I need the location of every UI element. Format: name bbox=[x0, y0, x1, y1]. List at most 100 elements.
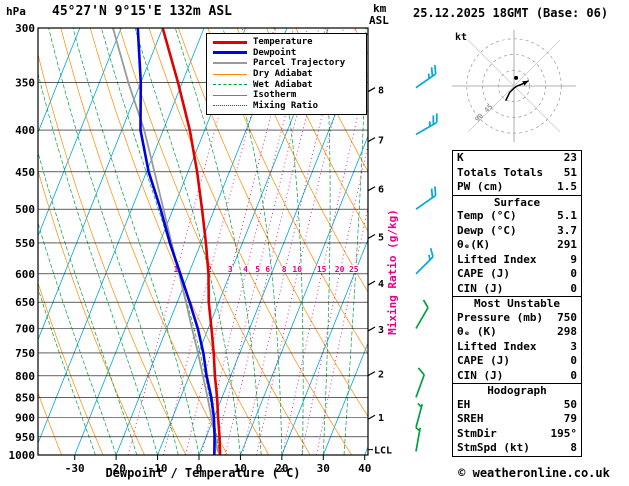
stat-label: SREH bbox=[457, 412, 484, 425]
km-tick-label: 7 bbox=[378, 136, 384, 147]
legend-label: Wet Adiabat bbox=[253, 79, 313, 90]
km-tick bbox=[367, 371, 376, 377]
lcl-label: LCL bbox=[374, 446, 392, 457]
pressure-tick-label: 650 bbox=[15, 296, 35, 309]
km-tick-label: 2 bbox=[378, 370, 384, 381]
stat-label: PW (cm) bbox=[457, 180, 504, 193]
km-tick-label: 1 bbox=[378, 413, 384, 424]
stat-row: Pressure (mb) 750 bbox=[453, 311, 581, 326]
hodograph-ring bbox=[497, 69, 531, 103]
wind-barb bbox=[415, 367, 426, 398]
legend: Temperature Dewpoint Parcel Trajectory D… bbox=[206, 33, 367, 116]
stat-row: CIN (J) 0 bbox=[453, 369, 581, 384]
station-title: 45°27'N 9°15'E 132m ASL bbox=[52, 4, 233, 19]
stat-label: CIN (J) bbox=[457, 281, 504, 295]
mixing-ratio-label: 6 bbox=[265, 265, 270, 274]
mixing-ratio-label: 15 bbox=[317, 265, 327, 274]
stat-value: 298 bbox=[557, 325, 577, 338]
dry-adiabat-line bbox=[236, 28, 368, 293]
wind-barb bbox=[415, 299, 429, 329]
mixing-ratio-label: 5 bbox=[255, 265, 260, 274]
wet-adiabat-swatch bbox=[213, 84, 247, 86]
mixing-ratio-label: 4 bbox=[243, 265, 248, 274]
isotherm-line bbox=[281, 238, 368, 455]
isotherm-line bbox=[38, 28, 205, 445]
mixing-ratio-swatch bbox=[213, 105, 247, 107]
km-tick bbox=[367, 137, 376, 143]
mixing-ratio-label: 1 bbox=[174, 265, 179, 274]
mixing-ratio-label: 2 bbox=[207, 265, 212, 274]
legend-item: Mixing Ratio bbox=[213, 101, 366, 112]
pressure-tick-label: 400 bbox=[15, 124, 35, 137]
stat-row: StmDir 195° bbox=[453, 427, 581, 442]
legend-item: Isotherm bbox=[213, 90, 366, 101]
pressure-tick-label: 750 bbox=[15, 347, 35, 360]
mixing-ratio-line bbox=[163, 28, 275, 455]
stat-value: 291 bbox=[557, 238, 577, 251]
temp-tick-label: 0 bbox=[196, 462, 203, 475]
stat-row: θₑ(K) 291 bbox=[453, 238, 581, 253]
isotherm-line bbox=[240, 134, 368, 455]
stat-value: 8 bbox=[570, 441, 577, 454]
pressure-tick-label: 950 bbox=[15, 431, 35, 444]
km-tick-label: 5 bbox=[378, 232, 384, 243]
stat-row: CIN (J) 0 bbox=[453, 282, 581, 297]
stat-value: 3 bbox=[570, 339, 577, 353]
pressure-tick-label: 450 bbox=[15, 166, 35, 179]
legend-item: Parcel Trajectory bbox=[213, 58, 366, 69]
isotherm-line bbox=[38, 28, 122, 238]
dry-adiabat-line bbox=[38, 391, 62, 455]
temperature-curve bbox=[161, 28, 222, 455]
hodograph-unit-label: kt bbox=[455, 32, 467, 43]
stat-value: 9 bbox=[570, 252, 577, 266]
temp-tick-label: 30 bbox=[317, 462, 330, 475]
stat-row: Totals Totals 51 bbox=[453, 166, 581, 181]
stat-label: CAPE (J) bbox=[457, 267, 510, 280]
temp-tick-label: 10 bbox=[234, 462, 247, 475]
asl-axis-unit-label: ASL bbox=[369, 14, 389, 27]
temperature-line-swatch bbox=[213, 40, 247, 44]
km-tick-label: 4 bbox=[378, 279, 384, 290]
stat-label: Lifted Index bbox=[457, 339, 537, 353]
km-tick bbox=[367, 186, 376, 192]
stat-value: 79 bbox=[563, 412, 577, 425]
dry-adiabat-swatch bbox=[213, 73, 247, 75]
legend-item: Wet Adiabat bbox=[213, 79, 366, 90]
stat-label: StmDir bbox=[457, 426, 497, 440]
wind-barb bbox=[415, 186, 437, 210]
legend-label: Isotherm bbox=[253, 90, 297, 101]
stat-label: Totals Totals bbox=[457, 165, 544, 179]
stat-value: 0 bbox=[570, 267, 577, 280]
hodograph-arrow bbox=[522, 80, 529, 86]
stat-value: 51 bbox=[563, 165, 577, 179]
stat-label: EH bbox=[457, 397, 471, 411]
legend-label: Mixing Ratio bbox=[253, 100, 319, 111]
pressure-tick-label: 600 bbox=[15, 268, 35, 281]
wind-barb bbox=[415, 64, 437, 89]
isotherm-line bbox=[322, 342, 368, 455]
isotherm-line bbox=[38, 28, 81, 134]
pressure-tick-label: 900 bbox=[15, 412, 35, 425]
pressure-tick-label: 300 bbox=[15, 22, 35, 35]
stat-row: Temp (°C) 5.1 bbox=[453, 209, 581, 224]
hodograph-ring-label: 45 bbox=[483, 103, 495, 115]
wind-barb bbox=[415, 426, 422, 452]
km-tick-label: 3 bbox=[378, 325, 384, 336]
isotherm-swatch bbox=[213, 94, 247, 96]
dry-adiabat-line bbox=[295, 28, 368, 173]
temp-tick-label: -20 bbox=[106, 462, 126, 475]
stat-row: θₑ (K) 298 bbox=[453, 325, 581, 340]
km-tick bbox=[367, 280, 376, 286]
temp-tick-label: -10 bbox=[148, 462, 168, 475]
dewpoint-curve bbox=[136, 28, 216, 455]
mixing-ratio-label: 3 bbox=[228, 265, 233, 274]
mixing-ratio-label: 25 bbox=[349, 265, 359, 274]
temp-tick-label: 40 bbox=[358, 462, 371, 475]
stat-value: 0 bbox=[570, 281, 577, 295]
km-tick-label: 8 bbox=[378, 86, 384, 97]
stat-value: 750 bbox=[557, 310, 577, 324]
stat-label: CAPE (J) bbox=[457, 354, 510, 367]
pressure-tick-label: 700 bbox=[15, 323, 35, 336]
wind-barb bbox=[415, 247, 434, 275]
